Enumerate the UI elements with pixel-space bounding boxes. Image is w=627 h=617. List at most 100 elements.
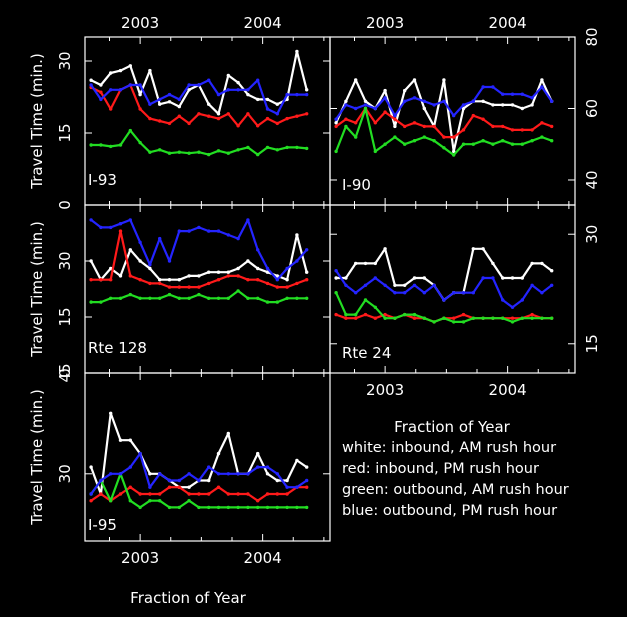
data-point-white	[216, 270, 221, 274]
data-point-green	[295, 145, 299, 150]
data-point-green	[285, 145, 289, 150]
data-point-red	[491, 124, 495, 129]
data-point-blue	[226, 88, 230, 92]
data-point-red	[510, 316, 515, 320]
data-point-green	[530, 139, 534, 143]
data-point-white	[344, 276, 348, 280]
data-point-red	[158, 119, 162, 123]
data-point-red	[187, 121, 191, 126]
data-point-red	[461, 128, 466, 132]
data-point-green	[461, 142, 466, 146]
data-point-white	[334, 276, 338, 280]
data-point-blue	[118, 472, 123, 476]
data-point-blue	[540, 85, 544, 89]
data-point-white	[177, 104, 181, 109]
data-point-red	[471, 113, 475, 118]
data-point-white	[412, 276, 417, 280]
data-point-blue	[295, 485, 299, 489]
data-point-green	[354, 312, 358, 317]
data-point-white	[177, 278, 181, 282]
data-point-blue	[363, 283, 368, 287]
data-point-green	[373, 149, 377, 154]
data-point-green	[501, 316, 505, 320]
data-point-white	[226, 270, 230, 274]
data-point-blue	[403, 99, 407, 104]
data-point-green	[530, 316, 534, 320]
data-point-blue	[167, 92, 172, 97]
data-point-blue	[354, 106, 358, 111]
data-point-red	[187, 285, 191, 289]
data-point-blue	[550, 99, 554, 104]
data-point-blue	[197, 225, 201, 230]
data-point-green	[99, 143, 103, 147]
data-point-white	[295, 49, 299, 54]
data-point-white	[109, 411, 113, 415]
data-point-blue	[216, 472, 221, 476]
data-point-white	[265, 97, 270, 102]
data-point-blue	[432, 103, 436, 107]
data-point-green	[216, 149, 221, 153]
data-point-green	[550, 316, 554, 320]
data-point-blue	[471, 291, 475, 295]
data-point-white	[275, 478, 279, 483]
data-point-white	[305, 88, 309, 92]
data-point-red	[510, 128, 515, 132]
data-point-blue	[207, 465, 211, 469]
data-point-blue	[412, 283, 417, 287]
x-tick-label-top: 2003	[366, 14, 404, 32]
data-point-green	[393, 316, 397, 320]
data-point-green	[344, 312, 348, 317]
data-point-green	[207, 152, 211, 157]
data-point-green	[256, 296, 260, 300]
data-point-blue	[481, 85, 485, 89]
data-point-white	[118, 274, 123, 278]
data-point-green	[403, 142, 407, 146]
data-point-white	[158, 102, 162, 106]
data-point-white	[461, 106, 466, 111]
data-point-blue	[501, 92, 505, 96]
data-point-blue	[334, 269, 338, 273]
data-point-red	[344, 117, 348, 121]
data-point-green	[275, 300, 279, 304]
data-point-blue	[275, 278, 279, 282]
data-point-white	[187, 485, 191, 489]
data-point-green	[422, 316, 426, 320]
data-point-blue	[403, 291, 407, 295]
data-point-blue	[305, 248, 309, 252]
data-point-blue	[246, 88, 250, 92]
data-point-white	[393, 124, 397, 129]
data-point-blue	[285, 266, 289, 271]
data-point-blue	[246, 472, 250, 476]
data-point-red	[197, 112, 201, 116]
data-point-green	[285, 296, 289, 300]
x-tick-label-top: 2004	[244, 14, 282, 32]
data-point-blue	[295, 259, 299, 263]
data-point-green	[354, 135, 358, 139]
data-point-red	[373, 121, 377, 125]
data-point-green	[393, 135, 397, 139]
data-point-green	[158, 499, 162, 503]
data-point-green	[236, 505, 240, 510]
data-point-red	[422, 124, 426, 129]
data-point-blue	[216, 92, 221, 97]
data-point-blue	[187, 472, 191, 476]
x-tick-label-top: 2004	[489, 14, 527, 32]
series-line-white	[335, 78, 553, 153]
data-point-blue	[226, 472, 230, 476]
data-point-red	[89, 278, 93, 282]
data-point-green	[187, 151, 191, 155]
panel-label: I-95	[88, 516, 117, 534]
data-point-red	[530, 312, 534, 317]
data-point-green	[403, 312, 407, 317]
data-point-blue	[158, 97, 162, 102]
data-point-blue	[540, 291, 544, 295]
data-point-red	[99, 278, 103, 282]
y-axis-label: Travel Time (min.)	[28, 221, 46, 358]
y-tick-label: 45	[56, 363, 74, 382]
panel-label: Rte 24	[342, 344, 391, 362]
data-point-green	[265, 505, 270, 510]
data-point-blue	[207, 229, 211, 233]
data-point-green	[197, 292, 201, 297]
data-point-green	[452, 320, 456, 324]
data-point-green	[246, 505, 250, 510]
